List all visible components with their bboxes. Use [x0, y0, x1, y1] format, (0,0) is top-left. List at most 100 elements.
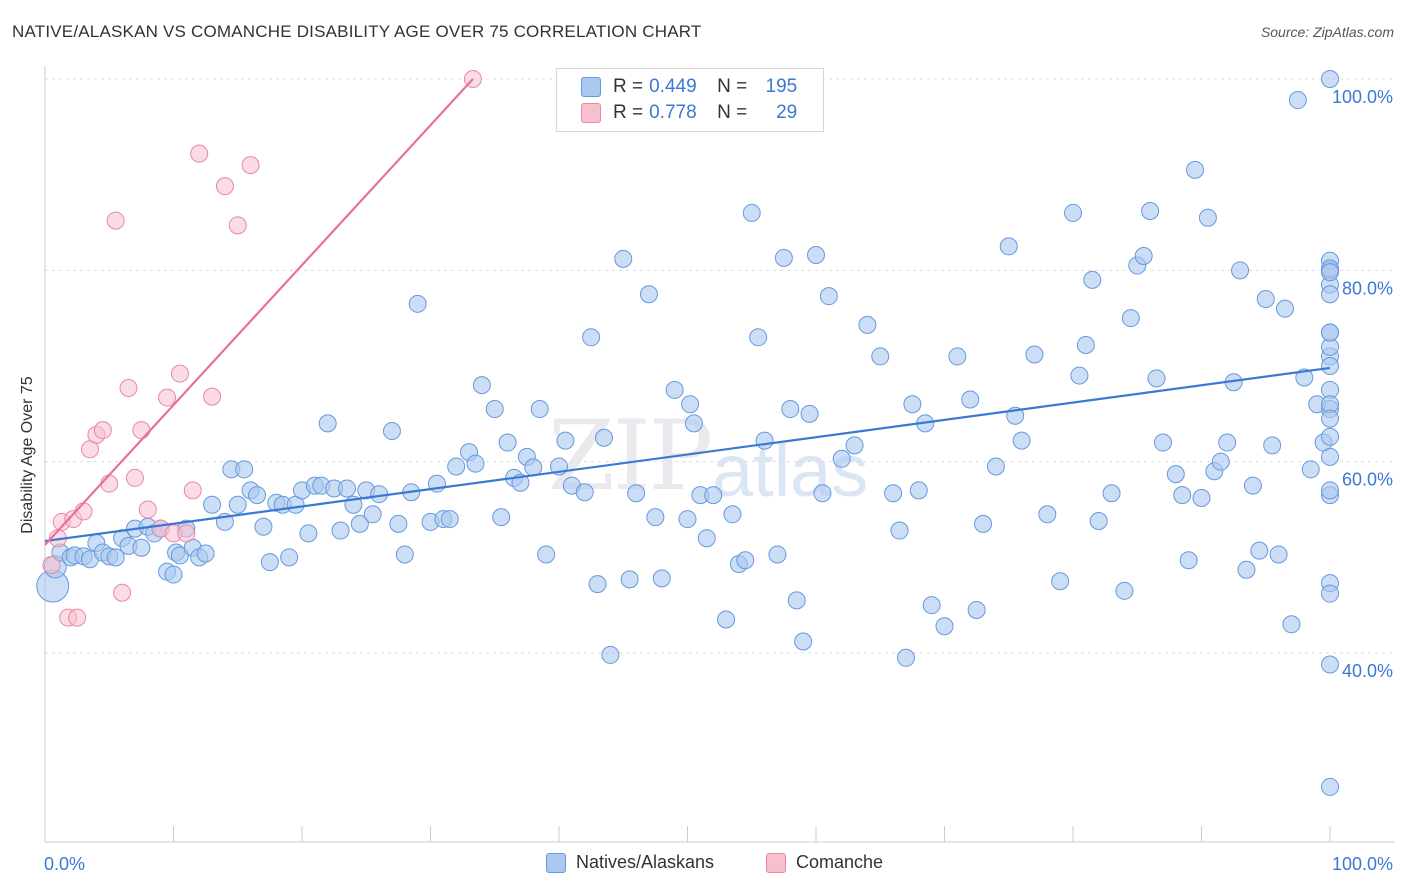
- watermark-atlas: atlas: [712, 429, 869, 512]
- native-point: [408, 294, 427, 313]
- native-point: [1173, 486, 1192, 505]
- native-point: [1237, 560, 1256, 579]
- comanche-point: [177, 524, 196, 543]
- native-point: [1295, 368, 1314, 387]
- native-point: [1121, 309, 1140, 328]
- native-point: [530, 400, 549, 419]
- legend-r-label: R =: [613, 102, 644, 123]
- native-point: [447, 457, 466, 476]
- native-point: [1321, 70, 1339, 88]
- comanche-point: [183, 481, 202, 500]
- native-point: [678, 510, 697, 529]
- comanche-point: [100, 474, 119, 493]
- series-legend: Natives/Alaskans Comanche: [0, 852, 1406, 876]
- native-point: [1269, 545, 1288, 564]
- y-tick-label: 60.0%: [1342, 470, 1393, 490]
- legend-label-natives: Natives/Alaskans: [576, 852, 715, 872]
- comanche-point: [74, 502, 93, 521]
- legend-n-label: N =: [717, 76, 748, 97]
- native-point: [774, 248, 793, 267]
- native-point: [1192, 489, 1211, 508]
- native-point: [254, 517, 273, 536]
- native-point: [1250, 541, 1269, 560]
- native-point: [582, 328, 601, 347]
- native-point: [935, 617, 954, 636]
- comanche-point: [158, 388, 177, 407]
- y-tick-label: 40.0%: [1342, 661, 1393, 681]
- comanche-point: [228, 216, 247, 235]
- native-point: [1102, 484, 1121, 503]
- native-point: [1198, 208, 1217, 227]
- native-point: [614, 249, 633, 268]
- native-point: [260, 553, 279, 572]
- native-point: [794, 632, 813, 651]
- native-point: [1179, 551, 1198, 570]
- native-point: [858, 315, 877, 334]
- native-point: [1321, 409, 1339, 428]
- x-tick-label: 100.0%: [1332, 854, 1393, 874]
- native-point: [492, 508, 511, 527]
- native-point: [537, 545, 556, 564]
- comanche-point: [113, 583, 132, 602]
- native-point: [1089, 511, 1108, 530]
- native-point: [350, 514, 369, 533]
- native-point: [768, 545, 787, 564]
- native-point: [896, 648, 915, 667]
- native-point: [337, 479, 356, 498]
- native-point: [1147, 369, 1166, 388]
- native-point: [1263, 436, 1282, 455]
- native-point: [594, 428, 613, 447]
- native-point: [684, 414, 703, 433]
- native-point: [697, 529, 716, 548]
- legend-r-value: 0.778: [649, 102, 697, 123]
- native-point: [1141, 202, 1160, 221]
- native-point: [1301, 460, 1320, 479]
- native-point: [1038, 505, 1057, 524]
- native-point: [639, 285, 658, 304]
- native-point: [1186, 160, 1205, 179]
- native-point: [235, 460, 254, 479]
- native-point: [1166, 465, 1185, 484]
- native-point: [395, 545, 414, 564]
- legend-n-label: N =: [717, 102, 748, 123]
- native-point: [1211, 452, 1230, 471]
- native-point: [884, 484, 903, 503]
- native-point: [248, 486, 267, 505]
- native-point: [922, 596, 941, 615]
- comanche-point: [119, 379, 138, 398]
- native-point: [807, 246, 825, 265]
- native-point: [832, 449, 851, 468]
- native-point: [1282, 615, 1301, 634]
- native-point: [665, 380, 684, 399]
- legend-r-label: R =: [613, 76, 644, 97]
- legend-swatch-natives: [546, 852, 566, 873]
- native-point: [1115, 581, 1134, 600]
- native-point: [1243, 476, 1262, 495]
- native-point: [1321, 584, 1339, 603]
- legend-row-natives: R = 0.449 N = 195: [581, 75, 797, 99]
- native-trend-line: [44, 366, 1331, 543]
- legend-swatch-comanche: [581, 103, 601, 123]
- legend-label-comanche: Comanche: [796, 852, 884, 872]
- native-point: [575, 483, 594, 502]
- native-point: [903, 395, 922, 414]
- native-point: [999, 237, 1018, 256]
- native-point: [106, 548, 125, 567]
- comanche-point: [68, 608, 87, 627]
- native-point: [800, 404, 819, 423]
- native-point: [228, 495, 247, 514]
- native-point: [1064, 203, 1082, 222]
- native-point: [1321, 777, 1339, 796]
- native-point: [813, 484, 832, 503]
- native-point: [1051, 572, 1070, 591]
- legend-item-natives: Natives/Alaskans: [546, 852, 714, 873]
- native-point: [736, 551, 755, 570]
- comanche-point: [215, 177, 234, 196]
- native-point: [961, 390, 980, 409]
- native-point: [749, 328, 768, 347]
- native-point: [1321, 285, 1339, 304]
- native-point: [1070, 366, 1089, 385]
- native-point: [524, 458, 543, 477]
- native-point: [363, 505, 382, 524]
